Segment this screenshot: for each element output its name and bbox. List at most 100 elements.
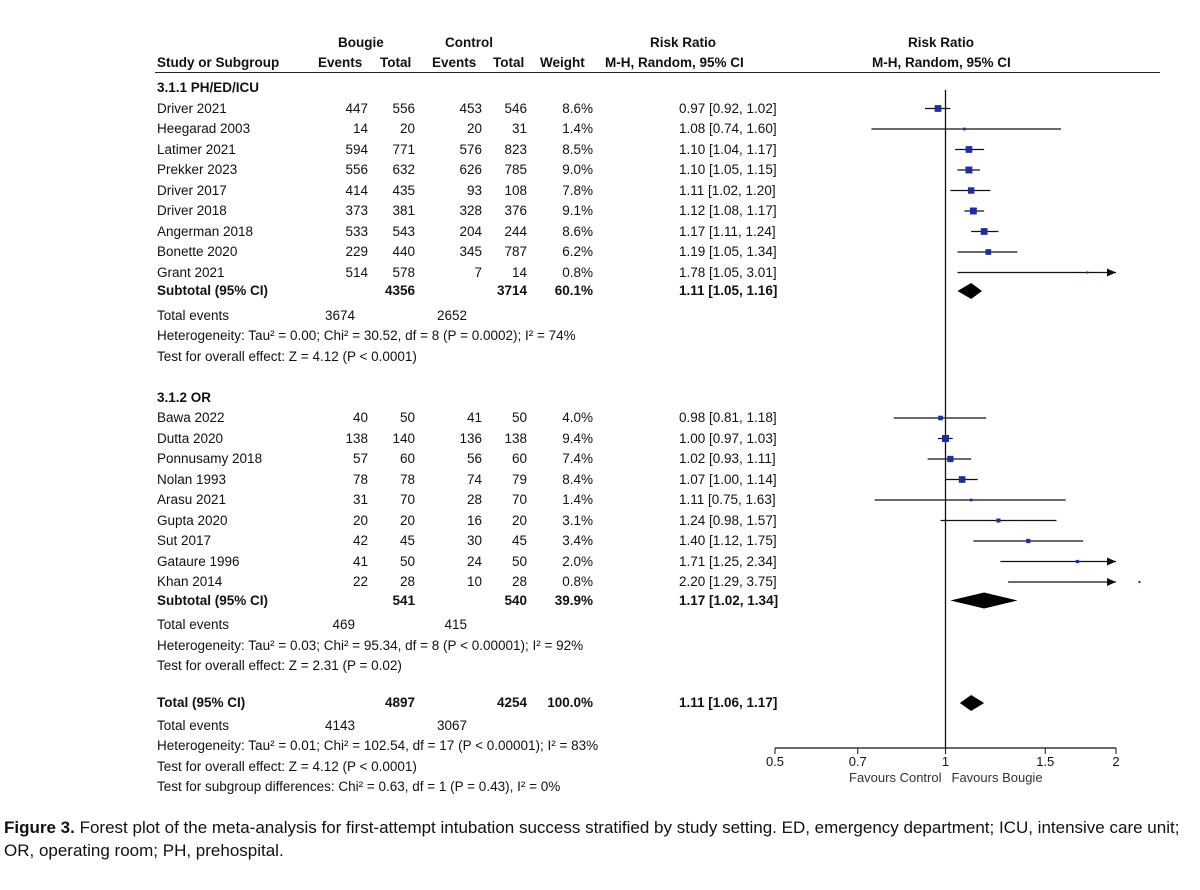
total-weight: 100.0% [547, 695, 593, 710]
bougie-total: 50 [399, 410, 415, 425]
control-events: 74 [466, 471, 482, 487]
study-point [958, 476, 966, 483]
ci-arrow [1107, 268, 1116, 277]
control-events: 93 [466, 182, 482, 198]
control-total: 79 [511, 471, 527, 487]
bougie-total: 45 [399, 533, 415, 548]
bougie-total: 543 [392, 223, 415, 239]
subgroup-differences: Test for subgroup differences: Chi² = 0.… [157, 779, 561, 794]
control-total: 376 [504, 203, 527, 218]
control-events: 30 [466, 533, 482, 548]
control-total: 244 [504, 223, 527, 239]
overall-effect: Test for overall effect: Z = 4.12 (P < 0… [157, 348, 417, 364]
study-weight: 3.4% [562, 533, 593, 548]
study-name: Angerman 2018 [157, 223, 254, 239]
study-name: Prekker 2023 [157, 162, 238, 177]
x-tick-label: 1.5 [1036, 754, 1054, 769]
study-ci: 1.10 [1.04, 1.17] [679, 141, 777, 157]
bougie-events: 41 [352, 553, 368, 569]
study-point [980, 228, 988, 235]
study-weight: 1.4% [562, 121, 593, 136]
study-ci: 1.24 [0.98, 1.57] [679, 512, 777, 528]
bougie-total: 60 [399, 451, 415, 466]
control-events: 136 [459, 430, 482, 446]
study-weight: 8.5% [562, 141, 593, 157]
bougie-header: Bougie [338, 35, 384, 50]
forest-plot: 0.5 0.7 1 1.5 2 Favours Control Favours Bougie [766, 90, 1141, 785]
overall-effect: Test for overall effect: Z = 4.12 (P < 0… [157, 758, 417, 774]
total-events-bougie: 3674 [324, 307, 355, 323]
heterogeneity: Heterogeneity: Tau² = 0.03; Chi² = 95.34… [157, 637, 584, 653]
study-weight: 6.2% [562, 244, 593, 259]
total-events-bougie: 4143 [324, 717, 355, 733]
study-ci: 1.00 [0.97, 1.03] [679, 430, 777, 446]
control-total: 50 [511, 410, 527, 425]
total-control-total: 4254 [496, 695, 527, 710]
control-total: 28 [511, 574, 527, 589]
bougie-total: 435 [392, 182, 415, 198]
study-ci: 1.10 [1.05, 1.15] [679, 162, 777, 177]
study-name: Driver 2021 [157, 100, 227, 116]
study-name: Ponnusamy 2018 [157, 451, 263, 466]
risk-ratio-header: Risk Ratio [650, 35, 717, 50]
bougie-events: 514 [345, 264, 368, 280]
study-point [965, 146, 973, 153]
overall-effect: Test for overall effect: Z = 2.31 (P = 0… [157, 658, 402, 673]
bougie-events-header: Events [318, 55, 363, 70]
heterogeneity: Heterogeneity: Tau² = 0.00; Chi² = 30.52… [157, 328, 576, 343]
study-point [965, 166, 973, 174]
study-ci: 1.71 [1.25, 2.34] [679, 553, 777, 569]
study-point [963, 127, 966, 131]
study-point [967, 187, 975, 194]
study-point [996, 518, 1001, 523]
heterogeneity: Heterogeneity: Tau² = 0.01; Chi² = 102.5… [157, 738, 599, 753]
control-events: 626 [459, 162, 482, 177]
bougie-events: 40 [352, 410, 368, 425]
study-point [1086, 271, 1089, 274]
pooled-diamond [959, 695, 985, 711]
study-weight: 7.8% [562, 182, 593, 198]
control-total: 823 [504, 141, 527, 157]
study-point [938, 415, 943, 421]
control-total: 787 [504, 244, 527, 259]
subgroup-title: 3.1.2 OR [157, 389, 212, 405]
control-total-header: Total [493, 55, 525, 70]
control-events: 20 [466, 121, 482, 136]
method-header: M-H, Random, 95% CI [605, 55, 744, 70]
study-point [1138, 580, 1141, 584]
study-weight: 0.8% [562, 264, 593, 280]
bougie-events: 373 [345, 203, 368, 218]
bougie-events: 414 [345, 182, 368, 198]
bougie-total: 20 [399, 512, 415, 528]
control-events: 16 [466, 512, 482, 528]
subtotal-ci: 1.17 [1.02, 1.34] [679, 592, 779, 608]
control-total: 60 [511, 451, 527, 466]
total-label: Total (95% CI) [157, 695, 246, 710]
total-events-label: Total events [157, 307, 230, 323]
control-events: 10 [466, 574, 482, 589]
control-events: 345 [459, 244, 482, 259]
bougie-events: 78 [352, 471, 368, 487]
ci-arrow [1107, 557, 1116, 566]
study-name: Grant 2021 [157, 264, 225, 280]
bougie-total: 28 [399, 574, 415, 589]
bougie-events: 594 [345, 141, 368, 157]
control-total: 31 [511, 121, 527, 136]
control-events: 41 [466, 410, 482, 425]
subtotal-label: Subtotal (95% CI) [157, 283, 269, 298]
study-ci: 1.11 [1.02, 1.20] [679, 182, 776, 198]
study-ci: 1.19 [1.05, 1.34] [679, 244, 777, 259]
study-weight: 8.6% [562, 223, 593, 239]
bougie-events: 138 [345, 430, 368, 446]
control-total: 546 [504, 100, 527, 116]
study-ci: 1.17 [1.11, 1.24] [679, 223, 776, 239]
bougie-total: 556 [392, 100, 415, 116]
control-total: 20 [511, 512, 527, 528]
x-tick-label: 0.5 [766, 754, 784, 769]
study-weight: 3.1% [562, 512, 593, 528]
subgroup-title: 3.1.1 PH/ED/ICU [157, 80, 260, 95]
control-total: 45 [511, 533, 527, 548]
bougie-total: 632 [392, 162, 415, 177]
bougie-events: 22 [352, 574, 368, 589]
study-name: Bonette 2020 [157, 244, 238, 259]
